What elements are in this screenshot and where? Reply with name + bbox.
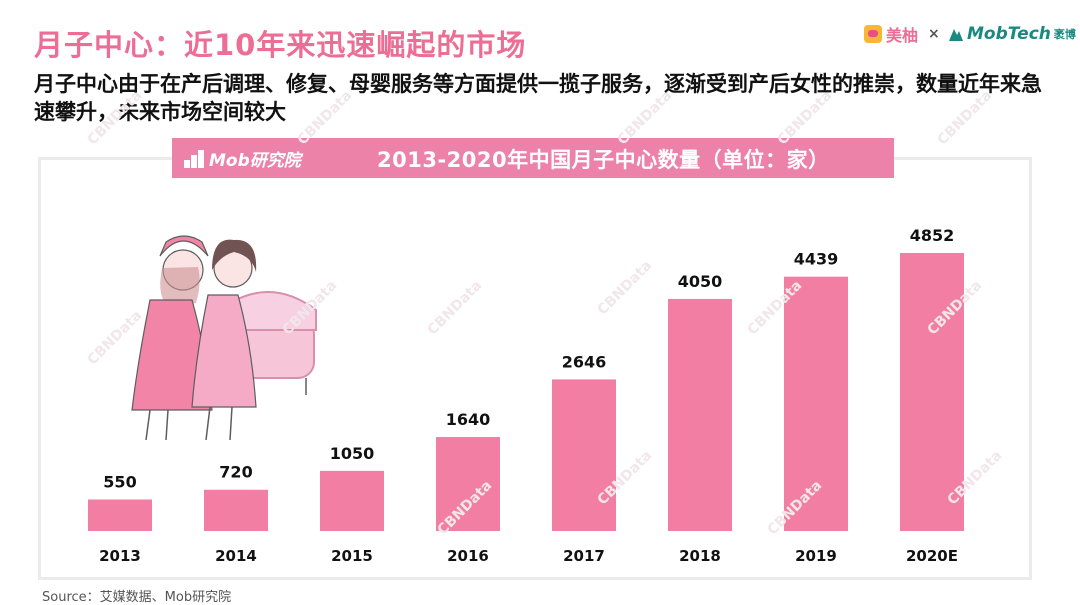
value-label-2020E: 4852 [910, 226, 955, 245]
category-label-2018: 2018 [679, 547, 721, 565]
mobtech-brand-name: MobTech [967, 24, 1051, 44]
mob-logo-icon [184, 149, 206, 168]
mob-research-logo: Mob研究院 [184, 146, 301, 171]
category-label-2020E: 2020E [906, 547, 958, 565]
nurse-mother-illustration [131, 235, 317, 441]
bar-2013 [88, 499, 152, 531]
brand-separator: × [928, 26, 940, 42]
value-label-2018: 4050 [678, 272, 723, 291]
value-label-2017: 2646 [562, 352, 607, 371]
value-label-2013: 550 [103, 472, 136, 491]
bar-2015 [320, 470, 384, 531]
category-label-2019: 2019 [795, 547, 837, 565]
page-title: 月子中心：近10年来迅速崛起的市场 [34, 28, 527, 62]
meiyou-logo-icon [864, 25, 882, 43]
bar-2019 [784, 276, 848, 531]
value-label-2019: 4439 [794, 250, 839, 269]
category-label-2016: 2016 [447, 547, 489, 565]
category-label-2015: 2015 [331, 547, 373, 565]
source-note: Source：艾媒数据、Mob研究院 [42, 590, 232, 605]
mobtech-brand: MobTech 袤博 [948, 22, 1076, 46]
meiyou-brand-name: 美柚 [886, 26, 919, 45]
mobtech-logo-icon [949, 29, 963, 41]
bar-2014 [204, 489, 268, 531]
value-label-2015: 1050 [330, 444, 375, 463]
mobtech-brand-cn: 袤博 [1053, 28, 1076, 41]
mob-research-logo-text: Mob研究院 [209, 151, 301, 171]
bar-2018 [668, 298, 732, 531]
meiyou-brand: 美柚 [864, 22, 918, 46]
bar-2020E [900, 253, 964, 531]
category-label-2014: 2014 [215, 547, 257, 565]
bar-2017 [552, 379, 616, 531]
category-label-2013: 2013 [99, 547, 141, 565]
category-label-2017: 2017 [563, 547, 605, 565]
page-subtitle: 月子中心由于在产后调理、修复、母婴服务等方面提供一揽子服务，逐渐受到产后女性的推… [34, 72, 1042, 124]
chart-title: 2013-2020年中国月子中心数量（单位：家） [377, 148, 830, 172]
bar-2016 [436, 437, 500, 531]
value-label-2016: 1640 [446, 410, 491, 429]
chart-title-banner: Mob研究院 2013-2020年中国月子中心数量（单位：家） [172, 138, 894, 178]
value-label-2014: 720 [219, 463, 252, 482]
